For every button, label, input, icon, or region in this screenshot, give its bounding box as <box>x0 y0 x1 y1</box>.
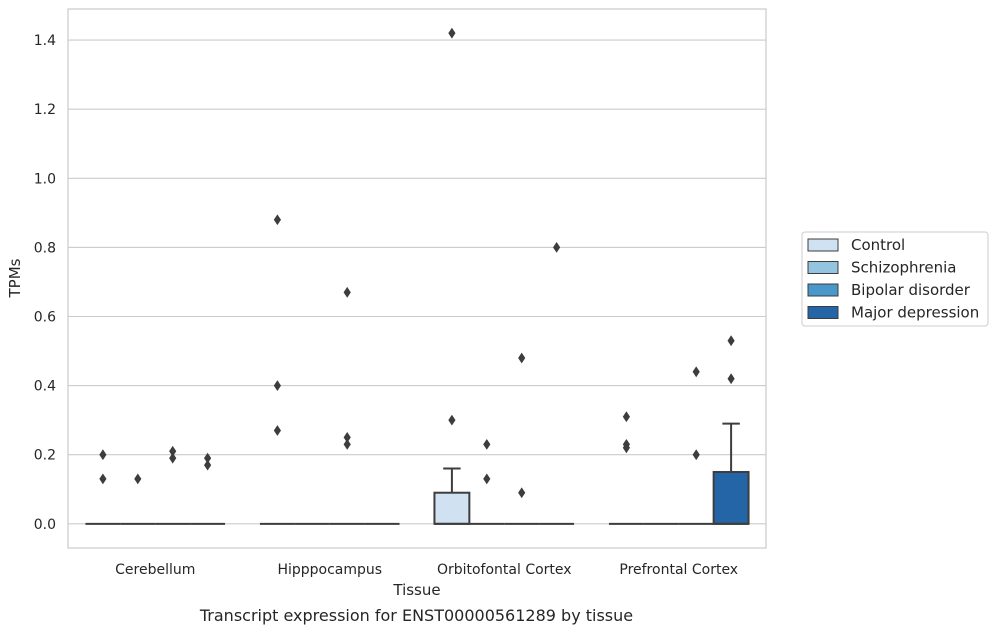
plot-frame <box>67 8 767 549</box>
outlier-point <box>622 442 630 454</box>
box <box>433 491 471 525</box>
outlier-point <box>448 27 456 39</box>
outlier-point <box>204 452 212 464</box>
y-tick-label: 0.0 <box>34 517 56 533</box>
gridlines <box>68 39 766 525</box>
outlier-point <box>692 449 700 461</box>
outlier-point <box>483 438 491 450</box>
legend-swatch <box>807 261 839 274</box>
box-0-2 <box>433 467 471 525</box>
y-tick-label: 1.0 <box>34 171 56 187</box>
outlier-point <box>727 373 735 385</box>
outlier-point <box>204 459 212 471</box>
outlier-point <box>483 473 491 485</box>
outlier-point <box>448 414 456 426</box>
y-tick-labels: 0.0 0.2 0.4 0.6 0.8 1.0 1.2 1.4 <box>34 33 56 533</box>
outlier-point <box>273 425 281 436</box>
y-tick-label: 0.8 <box>34 240 56 256</box>
y-tick-label: 0.2 <box>34 448 56 464</box>
outlier-point <box>518 487 526 499</box>
box-plots <box>85 422 750 525</box>
outlier-point <box>169 452 177 464</box>
outlier-point <box>727 335 735 347</box>
y-tick-label: 0.4 <box>34 379 56 395</box>
legend-label: Schizophrenia <box>851 259 956 277</box>
y-axis-label: TPMs <box>6 258 24 298</box>
x-axis-label: Tissue <box>392 581 440 599</box>
x-tick-label: Orbitofontal Cortex <box>437 562 572 578</box>
chart: 0.0 0.2 0.4 0.6 0.8 1.0 1.2 1.4 Cerebellum Hippp… <box>6 8 989 599</box>
x-tick-label: Cerebellum <box>115 562 195 578</box>
outlier-point <box>622 411 630 423</box>
legend-label: Major depression <box>851 304 979 322</box>
legend-label: Bipolar disorder <box>851 281 971 299</box>
outlier-point <box>273 380 281 392</box>
outlier-point <box>99 473 107 485</box>
y-tick-label: 0.6 <box>34 310 56 326</box>
y-tick-label: 1.2 <box>34 102 56 118</box>
outlier-point <box>169 445 177 457</box>
outlier-points <box>99 27 735 499</box>
x-tick-labels: Cerebellum Hipppocampus Orbitofontal Corte… <box>115 562 738 578</box>
x-tick-label: Hipppocampus <box>277 562 382 578</box>
outlier-point <box>518 352 526 364</box>
box <box>712 470 750 525</box>
outlier-point <box>343 438 351 450</box>
outlier-point <box>99 449 107 461</box>
outlier-point <box>134 473 142 485</box>
box-3-3 <box>712 422 750 525</box>
chart-caption: Transcript expression for ENST0000056128… <box>199 606 634 625</box>
x-tick-label: Prefrontal Cortex <box>619 562 738 578</box>
legend-frame <box>801 231 989 327</box>
legend-swatch <box>807 283 839 297</box>
outlier-point <box>692 366 700 378</box>
outlier-point <box>343 432 351 443</box>
legend-label: Control <box>851 236 905 254</box>
outlier-point <box>553 242 561 253</box>
legend-swatch <box>807 238 839 252</box>
legend: Control Schizophrenia Bipolar disorder Majo… <box>801 231 989 327</box>
y-tick-label: 1.4 <box>34 33 56 49</box>
outlier-point <box>343 286 351 298</box>
outlier-point <box>273 214 281 226</box>
legend-swatch <box>807 306 839 319</box>
